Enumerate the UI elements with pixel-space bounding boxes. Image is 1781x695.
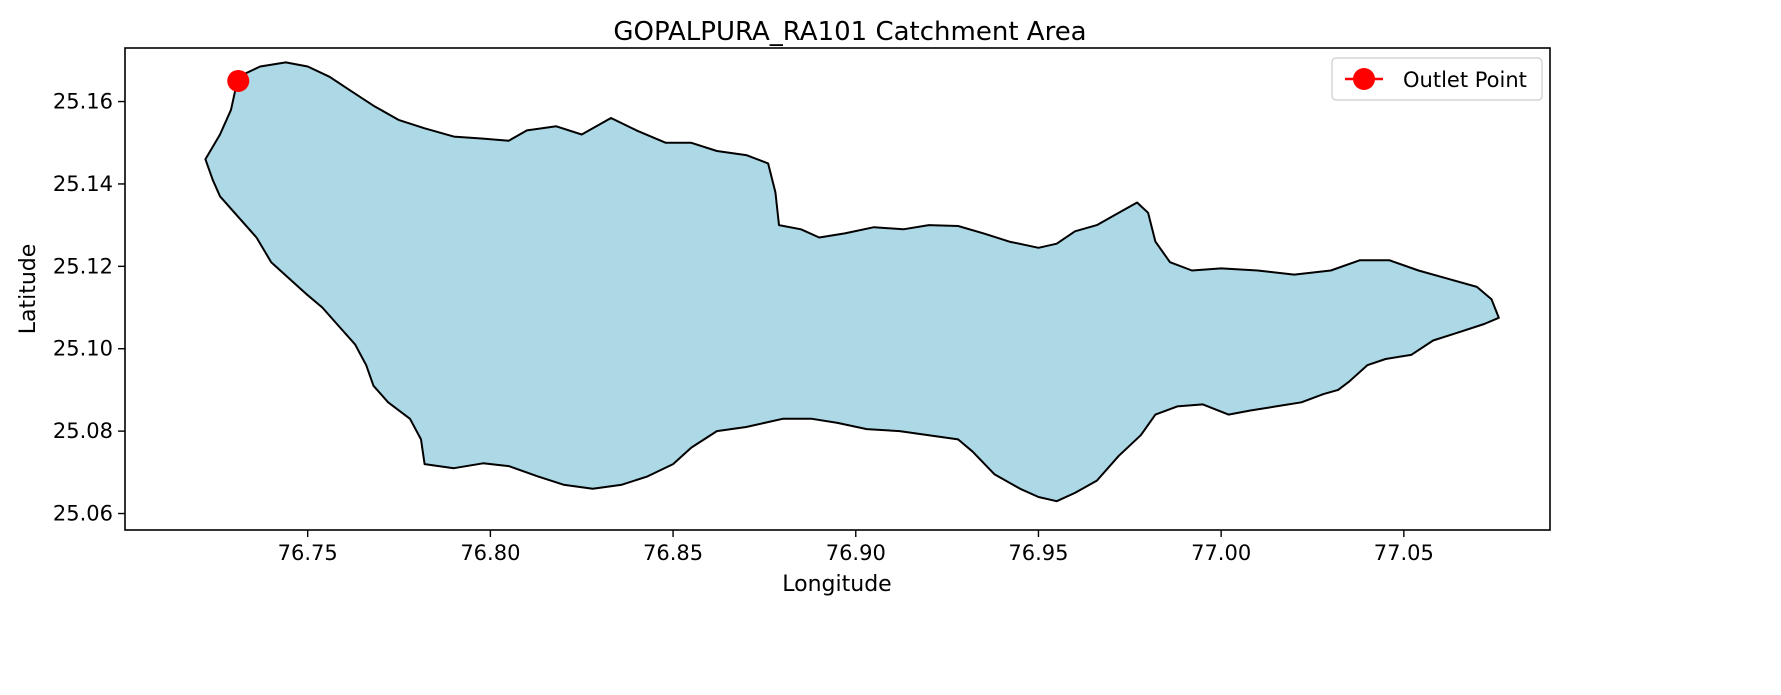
chart-title: GOPALPURA_RA101 Catchment Area bbox=[613, 17, 1086, 47]
plot-frame bbox=[124, 47, 1551, 531]
y-tick-label: 25.16 bbox=[53, 90, 113, 114]
y-tick-label: 25.08 bbox=[53, 419, 113, 443]
x-tick-label: 76.80 bbox=[460, 541, 520, 565]
x-tick-label: 76.85 bbox=[643, 541, 703, 565]
x-tick-label: 77.05 bbox=[1374, 541, 1434, 565]
y-tick-label: 25.10 bbox=[53, 337, 113, 361]
legend-outlet-label: Outlet Point bbox=[1403, 68, 1527, 92]
legend-outlet-marker bbox=[1353, 68, 1375, 90]
x-tick-label: 76.90 bbox=[826, 541, 886, 565]
y-tick-label: 25.06 bbox=[53, 502, 113, 526]
outlet-layer bbox=[227, 69, 250, 92]
legend-box bbox=[1331, 57, 1543, 101]
catchment-polygon bbox=[204, 61, 1500, 503]
y-axis-ticks: 25.06 25.08 25.10 25.12 25.14 25.16 bbox=[53, 90, 125, 526]
y-tick-label: 25.14 bbox=[53, 172, 113, 196]
y-tick-label: 25.12 bbox=[53, 254, 113, 278]
x-axis-ticks: 76.75 76.80 76.85 76.90 76.95 77.00 77.05 bbox=[278, 530, 1434, 565]
legend: Outlet Point bbox=[1331, 57, 1543, 101]
x-tick-label: 76.95 bbox=[1008, 541, 1068, 565]
catchment-layer bbox=[204, 61, 1500, 503]
outlet-point-marker bbox=[227, 69, 250, 92]
y-axis-label: Latitude bbox=[16, 244, 41, 335]
x-tick-label: 76.75 bbox=[278, 541, 338, 565]
x-tick-label: 77.00 bbox=[1191, 541, 1251, 565]
x-axis-label: Longitude bbox=[782, 572, 891, 597]
